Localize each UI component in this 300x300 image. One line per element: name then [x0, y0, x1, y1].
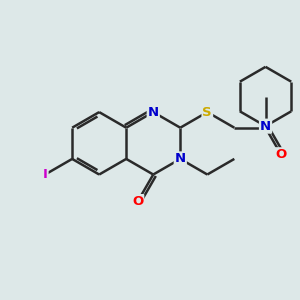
Text: S: S — [202, 106, 212, 118]
Text: O: O — [132, 195, 143, 208]
Text: N: N — [175, 152, 186, 165]
Text: O: O — [275, 148, 287, 161]
Text: N: N — [148, 106, 159, 118]
Text: N: N — [260, 120, 271, 133]
Text: I: I — [43, 168, 48, 181]
